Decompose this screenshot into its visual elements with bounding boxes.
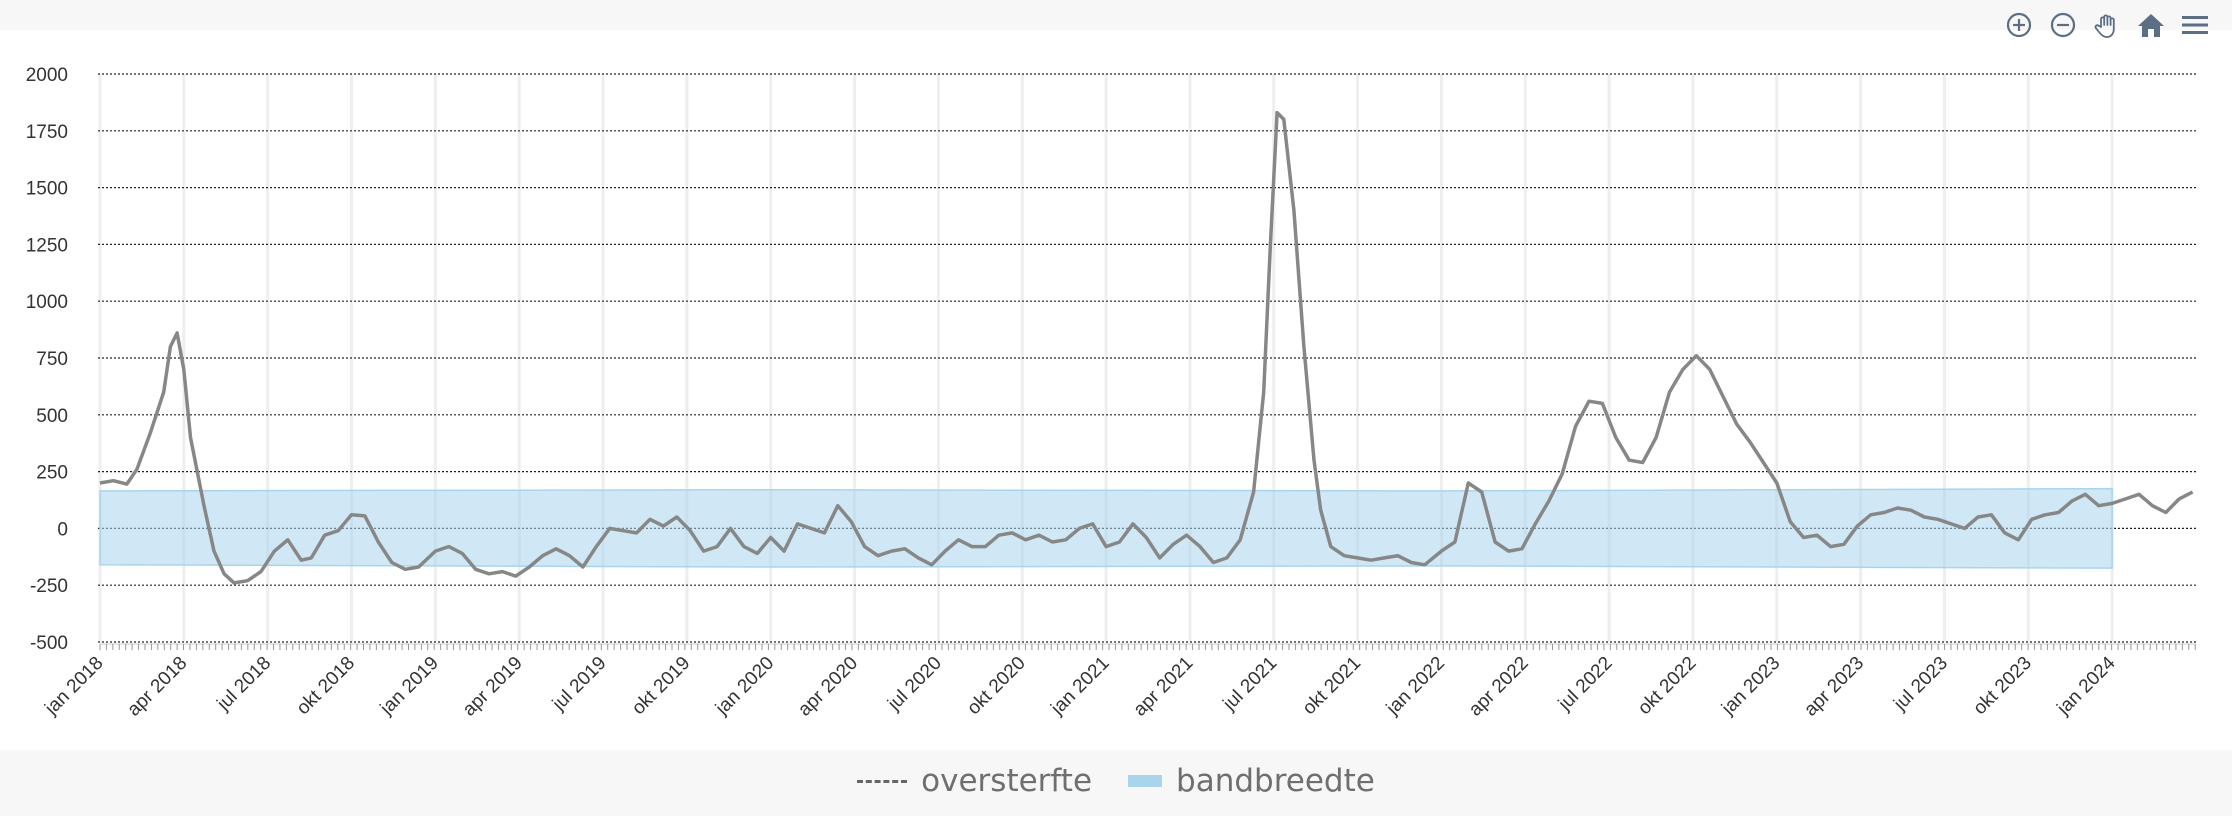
series-line-oversterfte [99, 110, 2194, 585]
zoom-out-icon [2050, 12, 2076, 38]
x-tick-label: jan 2023 [1717, 653, 1784, 720]
x-tick-label: apr 2021 [1130, 653, 1198, 721]
x-tick-label: okt 2023 [1969, 653, 2035, 719]
home-button[interactable] [2134, 8, 2168, 42]
series-band-bandbreedte [99, 487, 2113, 569]
y-tick-label: 1250 [26, 235, 68, 256]
x-tick-label: okt 2018 [293, 653, 359, 719]
x-tick-label: jul 2022 [1554, 653, 1617, 716]
x-tick-label: apr 2023 [1800, 653, 1868, 721]
y-tick-label: 1750 [26, 122, 68, 143]
legend-swatch-band [1128, 775, 1163, 787]
y-tick-label: -250 [30, 576, 68, 597]
x-tick-label: jul 2020 [883, 653, 946, 716]
x-tick-label: apr 2019 [459, 653, 527, 721]
x-tick-label: jan 2021 [1047, 653, 1114, 720]
y-tick-label: 750 [36, 349, 68, 370]
menu-icon [2182, 16, 2208, 34]
y-tick-label: 250 [36, 463, 68, 484]
x-tick-label: jan 2020 [711, 653, 778, 720]
x-tick-label: jul 2019 [548, 653, 611, 716]
y-tick-label: 1000 [26, 292, 68, 313]
chart-bottom-strip [0, 750, 2232, 816]
y-tick-label: 0 [57, 519, 68, 540]
x-tick-label: apr 2018 [123, 653, 191, 721]
y-tick-label: 1500 [26, 179, 68, 200]
zoom-in-button[interactable] [2002, 8, 2036, 42]
legend-item-oversterfte[interactable]: oversterfte [857, 763, 1092, 799]
x-tick-label: okt 2022 [1634, 653, 1700, 719]
zoom-out-button[interactable] [2046, 8, 2080, 42]
x-tick-label: jul 2023 [1889, 653, 1952, 716]
legend-label: oversterfte [921, 763, 1093, 799]
x-tick-label: jul 2018 [213, 653, 276, 716]
pan-hand-icon [2094, 14, 2115, 38]
x-tick-label: jul 2021 [1219, 653, 1282, 716]
x-tick-label: jan 2022 [1382, 653, 1449, 720]
x-tick-label: apr 2020 [794, 653, 862, 721]
chart-top-strip [0, 0, 2232, 30]
y-tick-label: 500 [36, 406, 68, 427]
zoom-in-icon [2006, 12, 2032, 38]
x-tick-label: jan 2018 [40, 653, 107, 720]
home-icon [2138, 14, 2164, 37]
legend-label: bandbreedte [1176, 763, 1375, 799]
x-tick-label: apr 2022 [1465, 653, 1533, 721]
legend-item-bandbreedte[interactable]: bandbreedte [1128, 763, 1375, 799]
y-tick-label: -500 [30, 633, 68, 654]
menu-button[interactable] [2178, 8, 2212, 42]
x-tick-label: okt 2021 [1299, 653, 1365, 719]
y-tick-label: 2000 [26, 65, 68, 86]
x-tick-label: okt 2020 [963, 653, 1029, 719]
pan-button[interactable] [2090, 8, 2124, 42]
chart-legend: oversterfte bandbreedte [0, 758, 2232, 804]
chart-toolbar [2002, 8, 2212, 42]
x-tick-label: jan 2024 [2053, 652, 2120, 719]
legend-swatch-line [857, 779, 908, 783]
x-tick-label: jan 2019 [376, 653, 443, 720]
x-tick-label: okt 2019 [628, 653, 694, 719]
